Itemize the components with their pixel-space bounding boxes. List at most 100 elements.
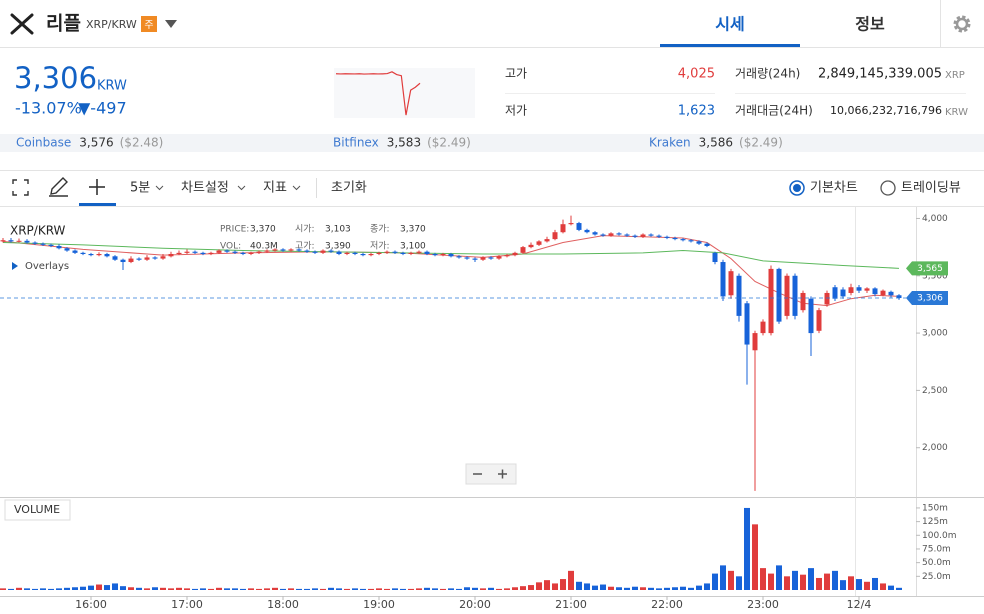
info-value: 3,390	[325, 242, 351, 252]
candle-body	[584, 229, 590, 233]
candle-body	[16, 240, 22, 242]
stat-value: 1,623	[678, 104, 715, 119]
zoom-controls	[465, 463, 517, 485]
candle-body	[144, 257, 150, 260]
x-tick-label: 12/4	[847, 598, 872, 611]
candle-body	[200, 252, 206, 254]
info-label: VOL:	[220, 242, 241, 252]
settings-menu[interactable]: 차트설정	[181, 181, 229, 196]
volume-bar	[768, 573, 774, 590]
moving-average	[2, 242, 900, 269]
volume-bar	[136, 587, 142, 590]
overlays-toggle[interactable]	[12, 262, 18, 270]
stat-unit: XRP	[945, 70, 965, 81]
volume-bar	[800, 574, 806, 590]
candle-body	[360, 253, 366, 256]
candle-body	[632, 235, 638, 237]
x-tick-label: 23:00	[747, 598, 779, 611]
volume-bar	[376, 588, 382, 590]
volume-bar	[0, 588, 6, 590]
candle-body	[656, 235, 662, 237]
volume-bar	[880, 583, 886, 590]
volume-bar	[720, 565, 726, 590]
candle-body	[704, 243, 710, 246]
candle-body	[552, 232, 558, 240]
radio-label[interactable]: 기본차트	[810, 181, 858, 196]
volume-bar	[480, 588, 486, 590]
zoom-in[interactable]	[498, 469, 507, 479]
volume-bar	[312, 588, 318, 590]
candle-body	[872, 288, 878, 295]
candle-body	[336, 251, 342, 254]
volume-bar	[568, 570, 574, 590]
coin-dropdown[interactable]	[165, 20, 177, 28]
volume-bar	[824, 573, 830, 590]
volume-bar	[32, 588, 38, 590]
candle-body	[592, 232, 598, 235]
candle-body	[48, 244, 54, 246]
tool-active-underline	[79, 203, 116, 206]
candle-body	[264, 250, 270, 252]
volume-bar	[472, 587, 478, 590]
candle-body	[304, 250, 310, 252]
volume-bar	[232, 588, 238, 590]
candle-body	[176, 252, 182, 254]
interval-menu[interactable]: 5분	[130, 181, 150, 196]
volume-bar	[680, 586, 686, 590]
radio-label[interactable]: 트레이딩뷰	[901, 181, 961, 196]
candle-body	[0, 240, 6, 242]
volume-bar	[520, 586, 526, 590]
volume-bar	[752, 524, 758, 590]
settings-gear[interactable]	[953, 15, 971, 33]
reset-button[interactable]: 초기화	[331, 181, 367, 196]
exchanges: Coinbase 3,576 ($2.48) Bitfinex 3,583 ($2.49)…	[16, 136, 783, 150]
candle-body	[576, 223, 582, 230]
chevron	[292, 185, 301, 191]
candle-body	[288, 249, 294, 251]
info-label: 종가:	[370, 224, 390, 235]
volume-bar	[816, 577, 822, 590]
candle-body	[504, 255, 510, 257]
volume-bar	[176, 587, 182, 590]
stat-label: 저가	[505, 104, 527, 118]
volume-bar	[776, 565, 782, 590]
fullscreen-icon[interactable]	[12, 179, 29, 196]
volume-bar	[392, 588, 398, 590]
volume-tick-label: 125m	[922, 517, 948, 527]
radio-dot	[793, 184, 801, 192]
volume-label: VOLUME	[14, 503, 60, 516]
volume-bar	[192, 588, 198, 590]
volume-bar	[344, 588, 350, 590]
draw-icon[interactable]	[49, 177, 68, 197]
candle-body	[568, 223, 574, 225]
exchange-name: Coinbase	[16, 136, 71, 150]
volume-bar	[640, 587, 646, 590]
info-value: 40.3M	[250, 242, 278, 252]
logo	[10, 13, 34, 35]
candle-body	[392, 251, 398, 253]
stat-value: 10,066,232,716,796	[830, 104, 942, 117]
volume-bar	[296, 588, 302, 590]
candle-body	[728, 271, 734, 296]
tab-active[interactable]: 시세	[715, 15, 744, 34]
candle-body	[96, 253, 102, 256]
info-label: 고가:	[295, 241, 315, 252]
candle-body	[544, 239, 550, 242]
exchange-usd: ($2.49)	[739, 136, 783, 150]
overlays-label[interactable]: Overlays	[25, 261, 69, 272]
volume-bar	[304, 588, 310, 590]
crosshair-icon[interactable]	[89, 179, 105, 195]
volume-bar	[688, 587, 694, 590]
price-tag-label: 3,306	[917, 294, 943, 304]
volume-bar	[608, 586, 614, 590]
volume-bar	[784, 576, 790, 590]
exchange-name: Bitfinex	[333, 136, 379, 150]
radio-selected[interactable]	[789, 180, 805, 196]
candle-body	[744, 303, 750, 345]
candle-body	[800, 292, 806, 311]
candle-body	[840, 289, 846, 297]
radio[interactable]	[880, 180, 896, 196]
indicator-menu[interactable]: 지표	[263, 181, 287, 196]
tab[interactable]: 정보	[855, 15, 885, 34]
